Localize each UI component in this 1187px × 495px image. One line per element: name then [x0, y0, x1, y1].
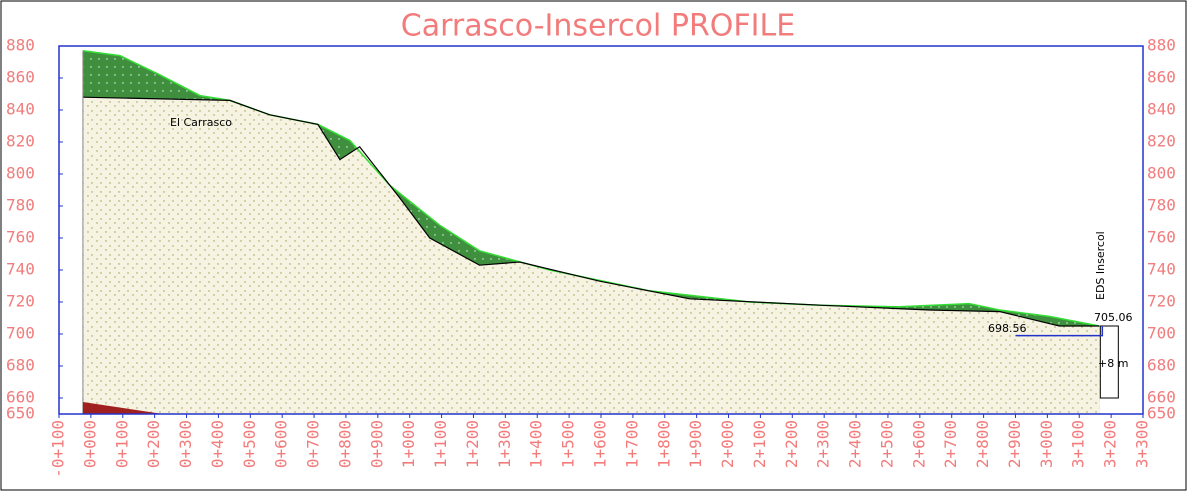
y-tick-label: 820 — [6, 132, 35, 151]
annotation: 705.06 — [1094, 311, 1133, 324]
annotation: +8 m — [1098, 357, 1128, 370]
annotation: El Carrasco — [170, 116, 232, 129]
annotation: 698.56 — [988, 322, 1027, 335]
cable — [1015, 326, 1104, 337]
y-tick-label: 880 — [6, 36, 35, 55]
x-tick-label: 0+200 — [144, 420, 163, 468]
x-tick-label: 2+900 — [1005, 420, 1024, 468]
x-tick-label: 1+200 — [463, 420, 482, 468]
y2-tick-label: 840 — [1147, 100, 1176, 119]
x-tick-label: 0+100 — [112, 420, 131, 468]
x-tick-label: 2+400 — [846, 420, 865, 468]
y2-tick-label: 720 — [1147, 292, 1176, 311]
y2-tick-label: 880 — [1147, 36, 1176, 55]
y-tick-label: 840 — [6, 100, 35, 119]
x-tick-label: 0+300 — [176, 420, 195, 468]
x-tick-label: 3+000 — [1037, 420, 1056, 468]
y2-tick-label: 740 — [1147, 260, 1176, 279]
y-tick-label: 700 — [6, 324, 35, 343]
y-tick-label: 680 — [6, 356, 35, 375]
profile-line — [82, 96, 1100, 327]
y-tick-label: 740 — [6, 260, 35, 279]
y2-tick-label: 660 — [1147, 388, 1176, 407]
x-tick-label: 0+000 — [80, 420, 99, 468]
chart-title: Carrasco-Insercol PROFILE — [401, 9, 795, 44]
area — [82, 97, 1100, 414]
y2-tick-label: 650 — [1147, 404, 1176, 423]
x-tick-label: 2+800 — [973, 420, 992, 468]
y-tick-label: 660 — [6, 388, 35, 407]
x-tick-label: 1+900 — [686, 420, 705, 468]
tower — [1099, 325, 1119, 399]
x-tick-label: 3+100 — [1069, 420, 1088, 468]
y2-tick-label: 800 — [1147, 164, 1176, 183]
x-tick-label: 3+300 — [1133, 420, 1152, 468]
x-tick-label: 2+600 — [909, 420, 928, 468]
x-tick-label: 0+700 — [304, 420, 323, 468]
x-tick-label: 2+200 — [782, 420, 801, 468]
x-tick-label: 1+500 — [559, 420, 578, 468]
x-tick-label: 2+500 — [877, 420, 896, 468]
annotation: EDS Insercol — [1094, 231, 1107, 300]
x-tick-label: 1+400 — [527, 420, 546, 468]
plot-frame — [58, 45, 1144, 415]
x-tick-label: 2+000 — [718, 420, 737, 468]
x-tick-label: 2+700 — [941, 420, 960, 468]
y2-tick-label: 820 — [1147, 132, 1176, 151]
x-tick-label: 2+300 — [814, 420, 833, 468]
x-tick-label: 0+400 — [208, 420, 227, 468]
x-tick-label: 1+800 — [654, 420, 673, 468]
x-tick-label: 1+600 — [591, 420, 610, 468]
x-tick-label: 0+600 — [272, 420, 291, 468]
x-tick-label: -0+100 — [49, 420, 68, 478]
x-tick-label: 1+000 — [399, 420, 418, 468]
x-tick-label: 1+100 — [431, 420, 450, 468]
x-tick-label: 3+200 — [1101, 420, 1120, 468]
y-tick-label: 800 — [6, 164, 35, 183]
red-wedge — [82, 402, 163, 414]
y-tick-label: 760 — [6, 228, 35, 247]
y-tick-label: 780 — [6, 196, 35, 215]
y-tick-label: 720 — [6, 292, 35, 311]
x-tick-label: 1+700 — [622, 420, 641, 468]
x-tick-label: 0+800 — [335, 420, 354, 468]
x-tick-label: 0+500 — [240, 420, 259, 468]
profile-line — [82, 50, 1100, 327]
y2-tick-label: 700 — [1147, 324, 1176, 343]
y2-tick-label: 860 — [1147, 68, 1176, 87]
x-tick-label: 1+300 — [495, 420, 514, 468]
y-tick-label: 860 — [6, 68, 35, 87]
y2-tick-label: 780 — [1147, 196, 1176, 215]
y2-tick-label: 760 — [1147, 228, 1176, 247]
y-tick-label: 650 — [6, 404, 35, 423]
y2-tick-label: 680 — [1147, 356, 1176, 375]
x-tick-label: 0+900 — [367, 420, 386, 468]
x-tick-label: 2+100 — [750, 420, 769, 468]
